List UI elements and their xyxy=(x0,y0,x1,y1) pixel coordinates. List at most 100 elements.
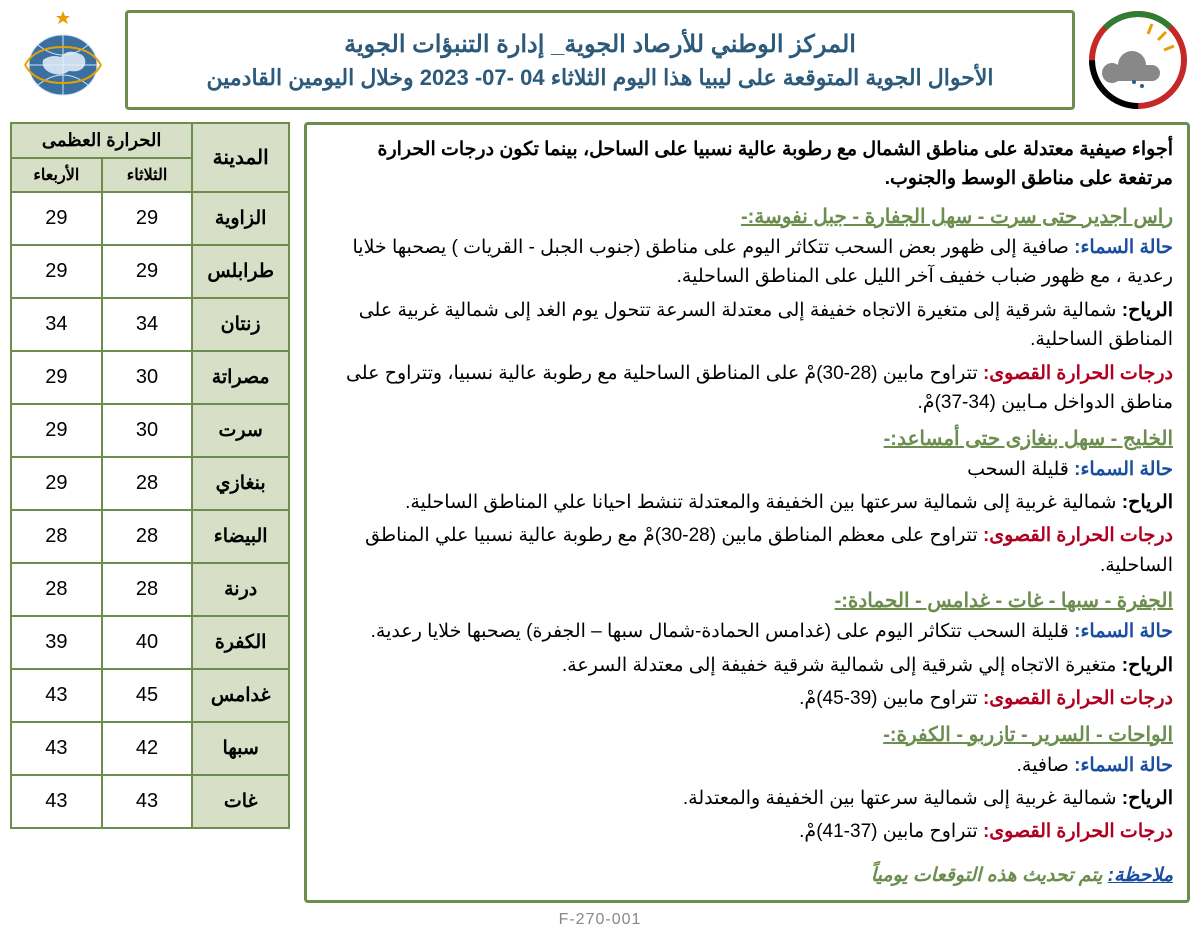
wind-label: الرياح: xyxy=(1122,300,1173,321)
intro-text: أجواء صيفية معتدلة على مناطق الشمال مع ر… xyxy=(321,135,1173,194)
temp-label: درجات الحرارة القصوى: xyxy=(983,525,1173,546)
wind-label: الرياح: xyxy=(1122,655,1173,676)
tue-cell: 28 xyxy=(102,457,193,510)
wed-cell: 43 xyxy=(11,775,102,828)
city-cell: الكفرة xyxy=(192,616,289,669)
city-cell: سرت xyxy=(192,404,289,457)
table-row: زنتان3434 xyxy=(11,298,289,351)
temp-label: درجات الحرارة القصوى: xyxy=(983,821,1173,842)
wind-text: شمالية شرقية إلى متغيرة الاتجاه خفيفة إل… xyxy=(359,300,1173,350)
table-row: غدامس4543 xyxy=(11,669,289,722)
wed-cell: 34 xyxy=(11,298,102,351)
note-label: ملاحظة: xyxy=(1108,865,1173,886)
tue-cell: 45 xyxy=(102,669,193,722)
region-title: الواحات - السرير - تازربو - الكفرة:- xyxy=(321,720,1173,751)
city-cell: غات xyxy=(192,775,289,828)
table-row: غات4343 xyxy=(11,775,289,828)
table-row: سبها4243 xyxy=(11,722,289,775)
tue-cell: 29 xyxy=(102,245,193,298)
sky-text: صافية إلى ظهور بعض السحب تتكاثر اليوم عل… xyxy=(353,237,1173,287)
tue-cell: 28 xyxy=(102,563,193,616)
tue-cell: 43 xyxy=(102,775,193,828)
header-subtitle: الأحوال الجوية المتوقعة على ليبيا هذا ال… xyxy=(140,65,1060,91)
wind-text: متغيرة الاتجاه إلي شرقية إلى شمالية شرقي… xyxy=(562,655,1117,676)
region-sky: حالة السماء: صافية إلى ظهور بعض السحب تت… xyxy=(321,233,1173,292)
tue-cell: 29 xyxy=(102,192,193,245)
city-cell: سبها xyxy=(192,722,289,775)
region-temp: درجات الحرارة القصوى: تتراوح مابين (28-3… xyxy=(321,359,1173,418)
th-city: المدينة xyxy=(192,123,289,192)
table-row: الكفرة4039 xyxy=(11,616,289,669)
content-row: أجواء صيفية معتدلة على مناطق الشمال مع ر… xyxy=(10,122,1190,903)
table-row: طرابلس2929 xyxy=(11,245,289,298)
tue-cell: 30 xyxy=(102,351,193,404)
wed-cell: 29 xyxy=(11,457,102,510)
temp-text: تتراوح مابين (39-45)مْ. xyxy=(799,688,978,709)
tue-cell: 34 xyxy=(102,298,193,351)
sky-label: حالة السماء: xyxy=(1074,621,1173,642)
region-wind: الرياح: شمالية شرقية إلى متغيرة الاتجاه … xyxy=(321,296,1173,355)
region-wind: الرياح: شمالية غربية إلى شمالية سرعتها ب… xyxy=(321,784,1173,813)
temp-text: تتراوح مابين (37-41)مْ. xyxy=(799,821,978,842)
region-sky: حالة السماء: قليلة السحب تتكاثر اليوم عل… xyxy=(321,617,1173,646)
city-cell: بنغازي xyxy=(192,457,289,510)
wind-text: شمالية غربية إلى شمالية سرعتها بين الخفي… xyxy=(683,788,1117,809)
wed-cell: 39 xyxy=(11,616,102,669)
wed-cell: 29 xyxy=(11,404,102,457)
footer-code: F-270-001 xyxy=(10,911,1190,929)
tue-cell: 28 xyxy=(102,510,193,563)
lnmc-logo xyxy=(1085,10,1190,110)
wed-cell: 29 xyxy=(11,351,102,404)
wed-cell: 29 xyxy=(11,245,102,298)
table-row: مصراتة3029 xyxy=(11,351,289,404)
note-row: ملاحظة: يتم تحديث هذه التوقعات يومياً xyxy=(321,861,1173,890)
wed-cell: 29 xyxy=(11,192,102,245)
wed-cell: 28 xyxy=(11,563,102,616)
th-wednesday: الأربعاء xyxy=(11,158,102,192)
city-cell: طرابلس xyxy=(192,245,289,298)
region-title: راس اجدير حتى سرت - سهل الجفارة - جبل نف… xyxy=(321,202,1173,233)
table-row: درنة2828 xyxy=(11,563,289,616)
sky-label: حالة السماء: xyxy=(1074,237,1173,258)
temp-label: درجات الحرارة القصوى: xyxy=(983,363,1173,384)
table-row: البيضاء2828 xyxy=(11,510,289,563)
city-cell: غدامس xyxy=(192,669,289,722)
wed-cell: 43 xyxy=(11,669,102,722)
table-row: سرت3029 xyxy=(11,404,289,457)
header-box: المركز الوطني للأرصاد الجوية_ إدارة التن… xyxy=(125,10,1075,110)
sky-text: قليلة السحب تتكاثر اليوم على (غدامس الحم… xyxy=(371,621,1069,642)
region-sky: حالة السماء: قليلة السحب xyxy=(321,455,1173,484)
region-sky: حالة السماء: صافية. xyxy=(321,751,1173,780)
wind-text: شمالية غربية إلى شمالية سرعتها بين الخفي… xyxy=(405,492,1116,513)
table-row: الزاوية2929 xyxy=(11,192,289,245)
wmo-logo xyxy=(10,10,115,110)
tue-cell: 30 xyxy=(102,404,193,457)
city-cell: البيضاء xyxy=(192,510,289,563)
wed-cell: 28 xyxy=(11,510,102,563)
th-tuesday: الثلاثاء xyxy=(102,158,193,192)
temperature-table: المدينة الحرارة العظمى الثلاثاء الأربعاء… xyxy=(10,122,290,829)
wind-label: الرياح: xyxy=(1122,788,1173,809)
temp-label: درجات الحرارة القصوى: xyxy=(983,688,1173,709)
note-text: يتم تحديث هذه التوقعات يومياً xyxy=(871,865,1103,886)
city-cell: مصراتة xyxy=(192,351,289,404)
region-wind: الرياح: شمالية غربية إلى شمالية سرعتها ب… xyxy=(321,488,1173,517)
tue-cell: 42 xyxy=(102,722,193,775)
region-wind: الرياح: متغيرة الاتجاه إلي شرقية إلى شما… xyxy=(321,651,1173,680)
tue-cell: 40 xyxy=(102,616,193,669)
wed-cell: 43 xyxy=(11,722,102,775)
sky-label: حالة السماء: xyxy=(1074,755,1173,776)
sky-label: حالة السماء: xyxy=(1074,459,1173,480)
city-cell: زنتان xyxy=(192,298,289,351)
city-cell: الزاوية xyxy=(192,192,289,245)
city-cell: درنة xyxy=(192,563,289,616)
region-temp: درجات الحرارة القصوى: تتراوح مابين (37-4… xyxy=(321,817,1173,846)
region-temp: درجات الحرارة القصوى: تتراوح على معظم ال… xyxy=(321,521,1173,580)
header-title: المركز الوطني للأرصاد الجوية_ إدارة التن… xyxy=(140,30,1060,59)
region-title: الجفرة - سبها - غات - غدامس - الحمادة:- xyxy=(321,586,1173,617)
table-row: بنغازي2829 xyxy=(11,457,289,510)
wind-label: الرياح: xyxy=(1122,492,1173,513)
sky-text: صافية. xyxy=(1017,755,1069,776)
forecast-text-box: أجواء صيفية معتدلة على مناطق الشمال مع ر… xyxy=(304,122,1190,903)
th-max-temp: الحرارة العظمى xyxy=(11,123,192,158)
